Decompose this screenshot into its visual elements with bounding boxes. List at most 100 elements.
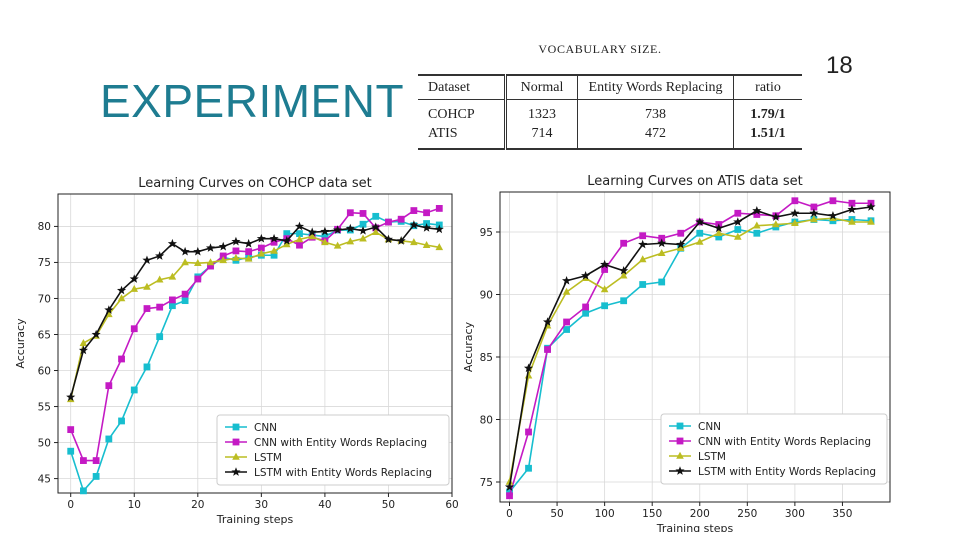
legend-item: CNN [669,421,721,433]
x-tick-label: 250 [737,508,757,520]
data-point [752,205,762,215]
atis-learning-curve-chart: Learning Curves on ATIS data set 0 50 100 15… [462,174,891,532]
data-point [359,234,367,242]
table-cell-entity-words-replacing: 738 [577,99,734,124]
data-point [295,235,304,243]
data-point [601,266,609,273]
data-point [358,225,368,235]
series-line [69,224,440,398]
data-point [435,243,444,251]
x-tick-label: 50 [550,508,563,520]
data-point [753,211,761,218]
data-point [116,285,127,295]
x-axis-label: Training steps [656,522,734,532]
legend-label: LSTM [698,451,726,463]
data-point [562,275,572,285]
data-point [207,262,214,270]
data-point [505,477,514,485]
x-tick-label: 20 [191,499,204,511]
data-point [155,275,164,283]
data-point [734,232,742,240]
data-point [181,258,189,266]
data-point [422,223,432,232]
data-point [296,230,303,238]
data-point [105,435,113,443]
data-point [715,233,723,241]
data-point [504,482,515,491]
data-point [142,255,152,265]
data-point [434,224,444,234]
data-point [848,199,856,207]
grid-lines [58,194,453,493]
data-point [639,232,647,240]
y-tick-label: 75 [480,477,493,489]
data-point [829,197,837,205]
x-tick-label: 350 [832,508,852,520]
x-tick-label: 30 [255,499,268,511]
data-point [525,464,532,472]
legend-swatch-marker [676,437,684,445]
data-point [525,428,532,436]
data-point [118,417,125,425]
y-tick-label: 80 [38,221,51,233]
data-point [619,271,628,279]
col-header-ratio: ratio [733,75,802,100]
legend-swatch-marker [676,451,684,459]
data-point [848,217,856,225]
data-point [296,241,303,249]
data-point [734,226,742,233]
data-point [423,209,430,217]
series-lstm [66,227,444,403]
data-point [294,221,305,231]
data-point [78,345,88,355]
legend-item: LSTM [225,452,282,464]
data-point [734,209,742,217]
x-tick-label: 40 [318,499,331,511]
page-number: 18 [826,52,853,79]
data-point [658,278,666,286]
table-cell-ratio: 1.79/1 [750,107,786,122]
x-tick-label: 300 [785,508,805,520]
data-point [600,285,609,293]
data-point [657,238,667,248]
data-point [118,355,125,363]
data-point [321,233,329,240]
data-point [130,386,138,394]
legend-swatch-marker [232,452,240,460]
data-point [601,302,609,310]
data-point [219,252,227,260]
data-point [92,457,100,464]
data-point [156,303,164,311]
data-point [867,217,875,225]
y-tick-label: 70 [38,293,51,305]
data-point [91,329,101,339]
data-point [790,208,800,218]
data-point [385,218,392,226]
data-point [828,210,838,220]
y-tick-label: 65 [38,329,51,341]
y-tick-label: 75 [38,257,51,269]
y-tick-label: 85 [480,352,493,364]
data-point [410,207,418,214]
table-row: COHCP 1323 738 1.79/1 [418,99,802,124]
data-point [80,487,87,495]
plot-frame [57,193,453,494]
data-point [677,229,685,237]
data-point [410,238,418,246]
data-point [320,226,330,236]
data-point [269,233,279,243]
data-point [104,305,114,314]
data-point [714,229,723,237]
data-point [206,258,215,266]
data-point [205,243,216,252]
data-point [714,223,724,233]
data-point [257,244,265,252]
data-point [282,240,291,248]
legend-box [216,414,450,486]
data-point [620,239,628,247]
data-point [143,282,151,290]
data-point [810,203,818,211]
data-point [582,309,590,317]
data-point [80,457,87,464]
data-point [180,246,190,256]
